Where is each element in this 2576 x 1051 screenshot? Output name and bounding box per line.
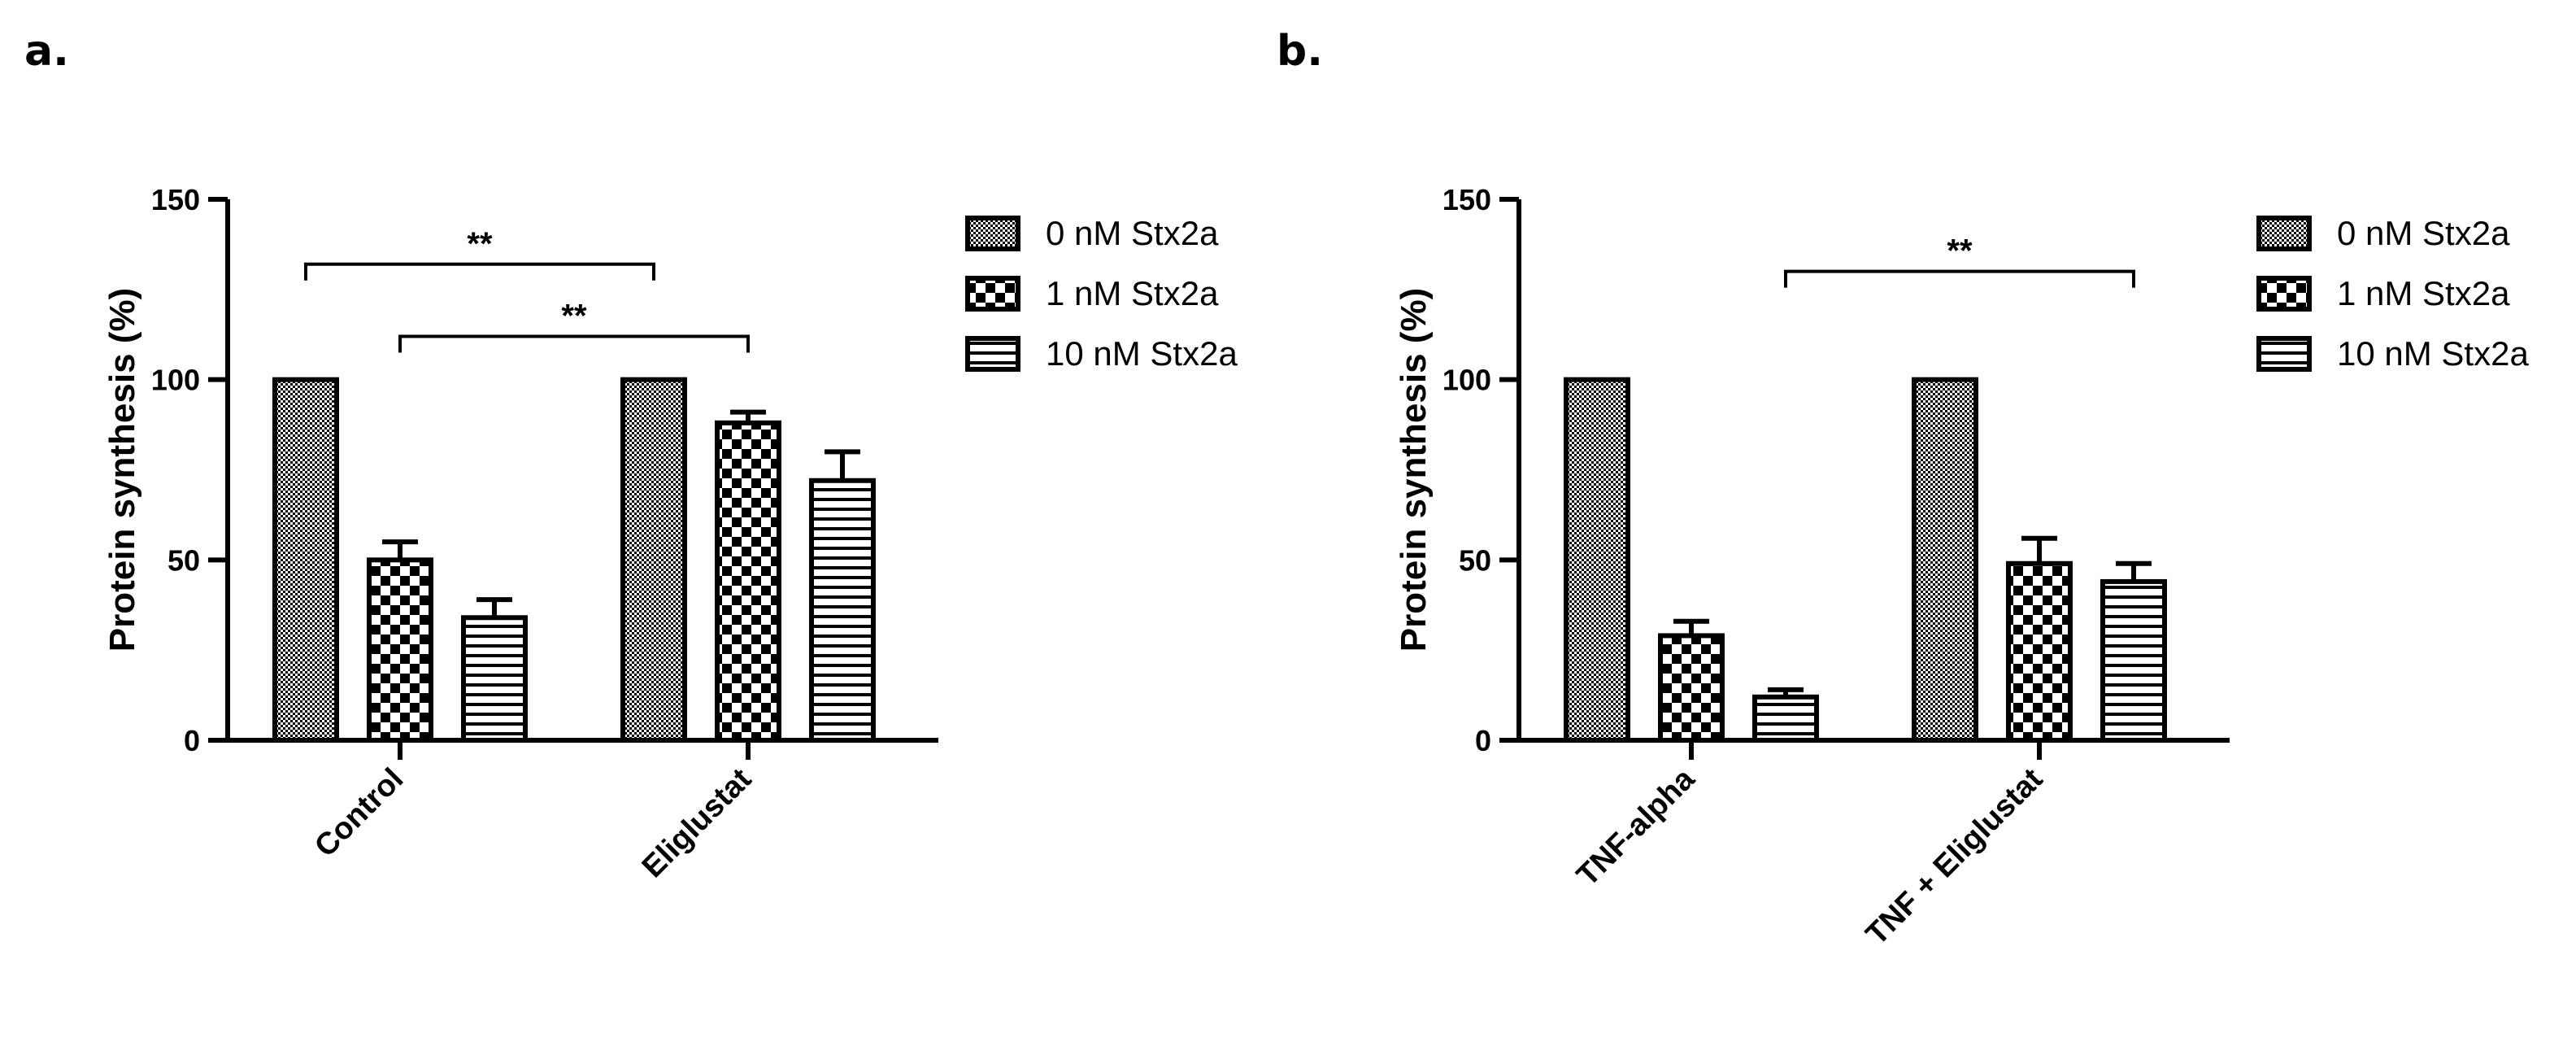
legend-label: 10 nM Stx2a xyxy=(1046,334,1238,373)
significance-bracket xyxy=(398,334,750,353)
legend-label: 1 nM Stx2a xyxy=(2337,274,2510,312)
significance-label: ** xyxy=(561,298,587,334)
category-label: TNF-alpha xyxy=(1570,761,1702,893)
panel-a-letter: a. xyxy=(24,27,69,76)
y-tick-label: 0 xyxy=(184,724,200,757)
bar xyxy=(272,377,339,743)
bar xyxy=(367,557,433,743)
panel-b-chart: 0 50 100 150 Protein synthesis (%) TNF-alpha T… xyxy=(1394,183,2529,952)
legend-label: 10 nM Stx2a xyxy=(2337,334,2529,373)
legend-label: 1 nM Stx2a xyxy=(1046,274,1219,312)
y-tick-label: 0 xyxy=(1475,724,1491,757)
y-tick-label: 150 xyxy=(1442,183,1491,216)
bar xyxy=(620,377,687,743)
y-tick-label: 100 xyxy=(151,364,200,397)
legend-swatch xyxy=(965,216,1020,251)
significance-label: ** xyxy=(1947,233,1973,269)
legend-swatch xyxy=(965,276,1020,312)
legend-swatch xyxy=(2256,336,2312,372)
y-tick-label: 150 xyxy=(151,183,200,216)
panel-b-letter: b. xyxy=(1277,27,1323,76)
bar xyxy=(1658,633,1725,744)
legend-swatch xyxy=(2256,216,2312,251)
significance-bracket xyxy=(304,262,655,281)
legend-label: 0 nM Stx2a xyxy=(1046,214,1219,252)
bar xyxy=(2100,578,2167,744)
category-label: TNF + Eliglustat xyxy=(1860,761,2050,952)
bar xyxy=(1912,377,1978,743)
category-label: Eliglustat xyxy=(636,761,759,884)
bar xyxy=(715,420,781,743)
significance-bracket xyxy=(1784,269,2135,288)
significance-label: ** xyxy=(467,226,493,262)
bar xyxy=(1752,694,1819,743)
panel-a-chart: 0 50 100 150 Protein synthesis (%) Control Eli… xyxy=(102,183,1238,884)
y-tick-label: 50 xyxy=(1459,543,1491,577)
legend-swatch xyxy=(2256,276,2312,312)
category-label: Control xyxy=(308,762,410,864)
bar xyxy=(1564,377,1630,743)
legend-swatch xyxy=(965,336,1020,372)
y-tick-label: 50 xyxy=(168,543,200,577)
y-axis-label: Protein synthesis (%) xyxy=(1394,288,1434,652)
y-axis-label: Protein synthesis (%) xyxy=(102,288,142,652)
bar xyxy=(461,615,528,743)
bar xyxy=(2006,560,2073,743)
bar xyxy=(809,478,876,743)
legend-label: 0 nM Stx2a xyxy=(2337,214,2510,252)
y-tick-label: 100 xyxy=(1442,364,1491,397)
